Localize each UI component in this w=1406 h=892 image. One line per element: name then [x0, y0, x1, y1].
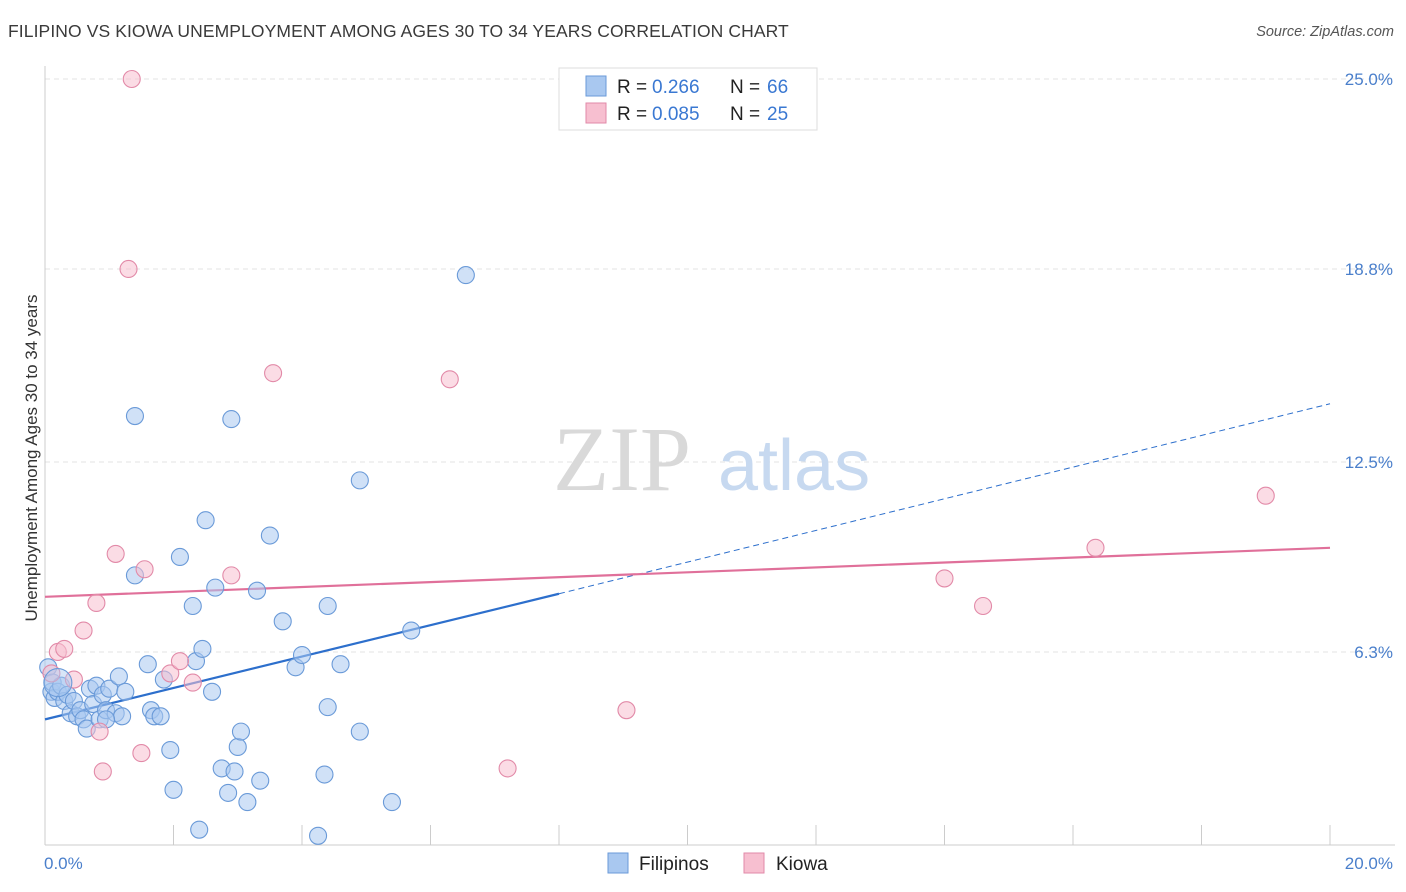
- point-kiowa-21: [935, 569, 954, 588]
- point-kiowa-16: [222, 566, 241, 585]
- y-tick-label-1: 12.5%: [1345, 453, 1393, 472]
- source-label: Source: ZipAtlas.com: [1256, 24, 1394, 40]
- point-kiowa-10: [122, 69, 141, 89]
- legend: R = 0.266 N = 66 R = 0.085 N = 25: [558, 67, 818, 131]
- legend-swatch-filipinos: [585, 75, 607, 97]
- trend-line-filipinos-extension: [558, 403, 1331, 595]
- point-filipinos-55: [318, 596, 337, 616]
- axes: [44, 66, 1395, 846]
- point-kiowa-23: [1086, 538, 1105, 557]
- point-kiowa-19: [498, 759, 517, 778]
- point-filipinos-24: [116, 682, 135, 701]
- point-filipinos-cluster: [43, 668, 73, 698]
- point-filipinos-29: [151, 707, 170, 726]
- bottom-legend-filipinos: Filipinos: [639, 854, 709, 875]
- legend-r-label-1: R =: [617, 77, 647, 98]
- point-kiowa-7: [93, 762, 112, 781]
- tick-labels: 6.3% 12.5% 18.8% 25.0% 0.0% 20.0%: [44, 70, 1393, 873]
- legend-n-label-2: N =: [730, 104, 760, 125]
- point-filipinos-53: [315, 765, 334, 784]
- x-tick-label-1: 20.0%: [1345, 854, 1393, 873]
- point-kiowa-8: [106, 544, 125, 563]
- point-kiowa-5: [87, 593, 106, 612]
- point-kiowa-11: [132, 744, 151, 763]
- legend-n-value-2: 25: [767, 104, 788, 125]
- x-tick-label-0: 0.0%: [44, 854, 83, 873]
- bottom-legend-kiowa: Kiowa: [776, 854, 828, 875]
- point-kiowa-12: [135, 560, 154, 579]
- point-filipinos-56: [331, 655, 350, 674]
- point-kiowa-15: [183, 673, 202, 692]
- legend-r-label-2: R =: [617, 104, 647, 125]
- gridlines: [45, 78, 1395, 653]
- bottom-legend: Filipinos Kiowa: [607, 852, 828, 875]
- point-filipinos-48: [260, 526, 279, 545]
- point-kiowa-24: [1256, 486, 1275, 505]
- point-filipinos-34: [183, 596, 202, 616]
- y-tick-label-0: 6.3%: [1354, 643, 1393, 662]
- point-filipinos-51: [292, 645, 312, 665]
- point-kiowa-17: [264, 364, 283, 383]
- watermark-atlas: atlas: [718, 426, 870, 506]
- legend-n-value-1: 66: [767, 77, 788, 98]
- point-filipinos-42: [225, 762, 244, 781]
- point-filipinos-62: [190, 820, 209, 839]
- point-filipinos-58: [350, 471, 369, 490]
- point-filipinos-49: [273, 612, 292, 631]
- point-kiowa-4: [74, 621, 93, 640]
- point-filipinos-60: [402, 621, 421, 640]
- y-tick-label-3: 25.0%: [1345, 70, 1393, 89]
- point-kiowa-9: [119, 259, 138, 279]
- point-filipinos-38: [203, 682, 222, 701]
- point-filipinos-43: [228, 737, 247, 757]
- point-filipinos-36: [193, 639, 212, 658]
- point-filipinos-47: [251, 771, 270, 790]
- point-kiowa-13: [161, 664, 180, 683]
- y-axis-label: Unemployment Among Ages 30 to 34 years: [22, 295, 41, 622]
- point-filipinos-26: [138, 655, 157, 674]
- data-points: [39, 69, 1275, 845]
- legend-swatch-kiowa: [585, 102, 607, 124]
- point-kiowa-22: [973, 596, 993, 616]
- y-tick-label-2: 18.8%: [1345, 260, 1393, 279]
- point-filipinos-32: [164, 780, 183, 799]
- point-filipinos-37: [196, 511, 215, 530]
- point-filipinos-63: [125, 406, 144, 426]
- watermark: ZIP atlas: [553, 408, 870, 510]
- point-kiowa-20: [617, 701, 636, 720]
- bottom-legend-swatch-filipinos: [607, 852, 629, 874]
- point-filipinos-65: [222, 410, 241, 429]
- point-kiowa-18: [440, 370, 459, 389]
- point-filipinos-61: [456, 266, 475, 285]
- watermark-zip: ZIP: [553, 408, 691, 510]
- point-filipinos-41: [219, 783, 238, 802]
- legend-r-value-2: 0.085: [652, 104, 700, 125]
- point-filipinos-39: [206, 578, 225, 597]
- point-filipinos-46: [247, 581, 267, 600]
- point-filipinos-23: [113, 707, 132, 726]
- point-filipinos-57: [350, 722, 369, 741]
- chart-title: FILIPINO VS KIOWA UNEMPLOYMENT AMONG AGE…: [8, 21, 789, 41]
- point-filipinos-44: [231, 722, 251, 741]
- point-filipinos-31: [161, 740, 180, 760]
- point-kiowa-6: [90, 722, 109, 741]
- legend-r-value-1: 0.266: [652, 77, 700, 98]
- bottom-legend-swatch-kiowa: [743, 852, 765, 874]
- point-filipinos-22: [109, 667, 128, 686]
- point-filipinos-33: [170, 547, 189, 567]
- point-filipinos-45: [238, 793, 257, 812]
- point-filipinos-52: [309, 826, 328, 845]
- legend-n-label-1: N =: [730, 77, 760, 98]
- point-filipinos-59: [382, 793, 402, 812]
- point-filipinos-54: [318, 698, 337, 717]
- point-kiowa-14: [170, 652, 189, 671]
- point-kiowa-2: [55, 639, 74, 658]
